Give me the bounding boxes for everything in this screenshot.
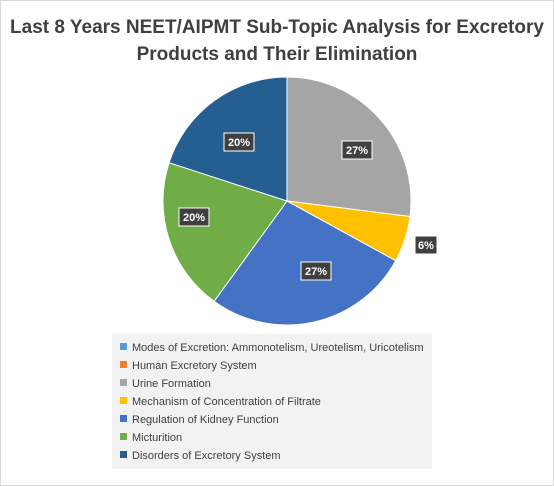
legend-item-mechanism-of-concentration-of-filtrate: Mechanism of Concentration of Filtrate xyxy=(120,393,321,411)
data-label-text: 20% xyxy=(228,137,250,149)
data-label-disorders-of-excretory-system: 20% xyxy=(223,132,255,152)
data-label-box xyxy=(414,235,438,255)
legend-swatch xyxy=(120,379,127,386)
pie-slices xyxy=(162,76,412,326)
chart-title: Last 8 Years NEET/AIPMT Sub-Topic Analys… xyxy=(0,14,554,68)
legend-swatch xyxy=(120,397,127,404)
legend-label: Micturition xyxy=(132,432,183,444)
data-label-micturition: 20% xyxy=(178,207,210,227)
pie-slice-labels: 27% 6% 27% 20% 20% xyxy=(178,132,438,281)
legend-label: Disorders of Excretory System xyxy=(132,450,281,462)
legend-item-disorders-of-excretory-system: Disorders of Excretory System xyxy=(120,447,281,465)
legend-item-micturition: Micturition xyxy=(120,429,182,447)
legend-item-urine-formation: Urine Formation xyxy=(120,375,211,393)
legend: Modes of Excretion: Ammonotelism, Ureote… xyxy=(112,334,432,469)
legend-swatch xyxy=(120,415,127,422)
data-label-text: 27% xyxy=(346,145,368,157)
legend-label: Urine Formation xyxy=(132,378,211,390)
pie-slice-micturition xyxy=(162,162,288,303)
legend-item-human-excretory-system: Human Excretory System xyxy=(120,357,257,375)
legend-item-modes-of-excretion-ammonotelism-ureotelism-uricotelism: Modes of Excretion: Ammonotelism, Ureote… xyxy=(120,339,424,357)
legend-swatch xyxy=(120,433,127,440)
legend-label: Modes of Excretion: Ammonotelism, Ureote… xyxy=(132,342,424,354)
data-label-urine-formation: 27% xyxy=(341,140,373,160)
chart-title-text: Last 8 Years NEET/AIPMT Sub-Topic Analys… xyxy=(10,17,544,65)
data-label-box xyxy=(300,261,332,281)
data-label-box xyxy=(341,140,373,160)
data-label-regulation-of-kidney-function: 27% xyxy=(300,261,332,281)
legend-label: Regulation of Kidney Function xyxy=(132,414,279,426)
legend-swatch xyxy=(120,361,127,368)
data-label-text: 27% xyxy=(305,266,327,278)
legend-swatch xyxy=(120,451,127,458)
data-label-box xyxy=(178,207,210,227)
legend-label: Mechanism of Concentration of Filtrate xyxy=(132,396,321,408)
legend-swatch xyxy=(120,343,127,350)
data-label-text: 6% xyxy=(418,240,434,252)
data-label-mechanism-of-concentration-of-filtrate: 6% xyxy=(414,235,438,255)
data-label-box xyxy=(223,132,255,152)
legend-label: Human Excretory System xyxy=(132,360,257,372)
data-label-text: 20% xyxy=(183,212,205,224)
legend-item-regulation-of-kidney-function: Regulation of Kidney Function xyxy=(120,411,279,429)
